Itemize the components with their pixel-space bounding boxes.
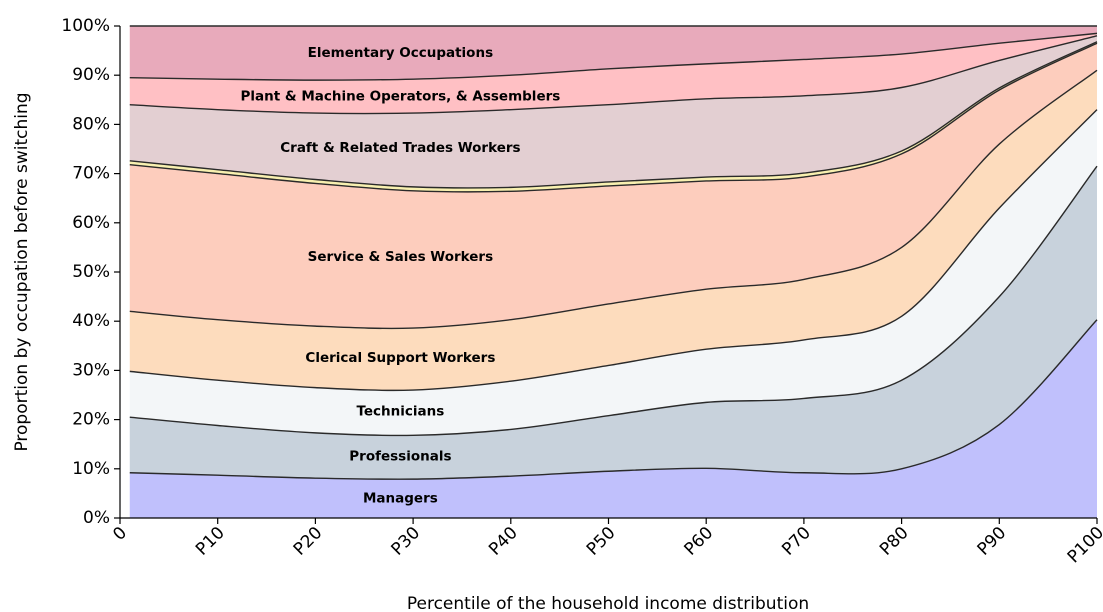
area-edge xyxy=(129,41,1098,189)
y-tick-label: 50% xyxy=(72,262,110,282)
x-tick-label: P30 xyxy=(387,523,424,560)
area-edge xyxy=(129,69,1098,330)
x-tick-label: P80 xyxy=(876,523,913,560)
area-label: Craft & Related Trades Workers xyxy=(280,140,520,156)
y-tick-label: 90% xyxy=(72,65,110,85)
area-label: Managers xyxy=(363,490,438,506)
area-label: Plant & Machine Operators, & Assemblers xyxy=(241,88,561,104)
area-edge xyxy=(129,109,1098,392)
x-tick-label: P20 xyxy=(290,523,327,560)
area xyxy=(129,35,1097,188)
area-label: Service & Sales Workers xyxy=(308,249,493,265)
area-label: Technicians xyxy=(356,403,444,419)
x-tick-label: P40 xyxy=(485,523,522,560)
area xyxy=(129,70,1097,391)
area-label: Clerical Support Workers xyxy=(305,350,495,366)
area-label: Professionals xyxy=(349,448,451,464)
area-edge xyxy=(129,165,1098,437)
area xyxy=(129,166,1097,480)
x-tick-label: P90 xyxy=(974,523,1011,560)
x-tick-label: P50 xyxy=(583,523,620,560)
area-edge xyxy=(129,32,1098,81)
y-tick-label: 60% xyxy=(72,213,110,233)
area-edge xyxy=(129,42,1098,193)
area xyxy=(129,26,1097,81)
y-tick-label: 20% xyxy=(72,410,110,430)
x-tick-label: P100 xyxy=(1064,523,1103,567)
x-tick-label: P70 xyxy=(778,523,815,560)
x-tick-label: 0 xyxy=(109,523,131,545)
area-edge xyxy=(129,319,1098,480)
area xyxy=(129,319,1097,518)
y-tick-label: 70% xyxy=(72,164,110,184)
area xyxy=(129,109,1097,436)
area-label: Elementary Occupations xyxy=(308,45,493,61)
x-tick-label: P10 xyxy=(192,523,229,560)
x-tick-label: P60 xyxy=(681,523,718,560)
y-axis-label: Proportion by occupation before switchin… xyxy=(12,92,32,451)
y-tick-label: 80% xyxy=(72,114,110,134)
y-tick-label: 0% xyxy=(83,508,110,528)
area-edge xyxy=(129,35,1098,115)
area xyxy=(129,33,1097,114)
y-tick-label: 30% xyxy=(72,360,110,380)
x-axis-label: Percentile of the household income distr… xyxy=(407,594,809,612)
y-tick-label: 10% xyxy=(72,459,110,479)
y-tick-label: 100% xyxy=(61,16,110,36)
y-tick-label: 40% xyxy=(72,311,110,331)
